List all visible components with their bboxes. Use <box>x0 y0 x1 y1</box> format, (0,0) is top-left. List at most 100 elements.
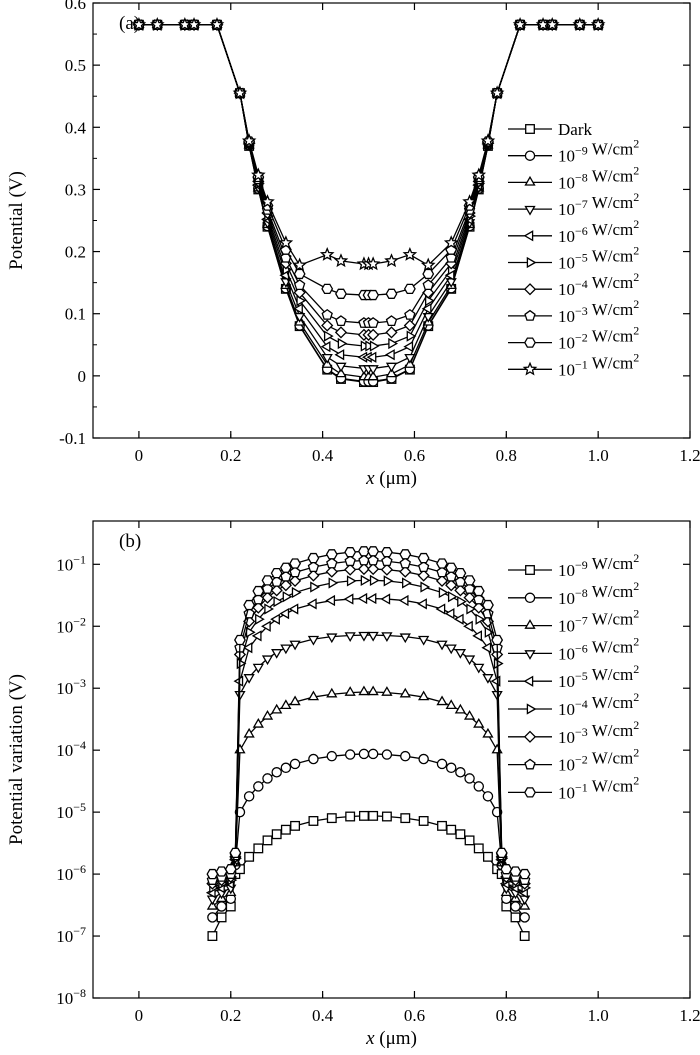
x-axis-title: x (μm) <box>365 1028 417 1049</box>
data-point <box>509 866 522 877</box>
data-point <box>334 326 348 339</box>
x-tick-label: 0 <box>135 1006 144 1025</box>
data-point <box>402 577 412 589</box>
series-line <box>212 579 525 889</box>
data-point <box>418 635 430 646</box>
data-point <box>307 569 320 582</box>
data-point <box>438 586 449 599</box>
data-point <box>399 565 412 578</box>
data-point <box>344 555 356 567</box>
data-point <box>307 561 320 572</box>
data-point <box>345 811 356 822</box>
data-point <box>294 312 306 323</box>
data-point <box>398 594 409 607</box>
data-point <box>279 579 292 592</box>
legend-label: 10−5 W/cm2 <box>558 244 639 273</box>
data-point <box>344 563 357 576</box>
data-point <box>455 829 466 840</box>
series-8 <box>206 546 531 880</box>
data-point <box>381 749 393 760</box>
data-point <box>344 632 356 642</box>
series-0 <box>207 810 530 941</box>
data-point <box>323 330 334 342</box>
data-point <box>360 574 371 587</box>
x-tick-label: 1.0 <box>588 446 609 465</box>
data-point <box>334 349 345 361</box>
legend-marker <box>524 150 536 161</box>
data-point <box>224 864 237 875</box>
data-point <box>365 340 376 352</box>
data-point <box>343 593 354 605</box>
y-tick-label: 0 <box>78 367 87 386</box>
data-point <box>437 820 447 831</box>
data-point <box>291 586 302 599</box>
data-point <box>436 640 448 651</box>
data-point <box>251 167 266 182</box>
legend-label: Dark <box>558 120 592 139</box>
legend-marker <box>524 592 536 604</box>
data-point <box>270 613 280 625</box>
data-point <box>358 554 370 566</box>
data-point <box>358 685 370 696</box>
legend-marker <box>524 619 536 629</box>
x-tick-label: 0.2 <box>220 1006 241 1025</box>
data-point <box>380 563 394 576</box>
x-tick-label: 0.8 <box>496 446 517 465</box>
y-tick-label: 0.1 <box>65 305 86 324</box>
data-point <box>420 581 431 593</box>
x-tick-label: 0 <box>135 446 144 465</box>
data-point <box>544 17 560 31</box>
panel-label: (b) <box>119 531 141 552</box>
data-point <box>131 17 147 31</box>
data-point <box>328 577 339 589</box>
data-point <box>445 251 457 263</box>
y-tick-label: 0.4 <box>65 118 87 137</box>
data-point <box>206 868 219 880</box>
legend-label: 10−3 W/cm2 <box>558 718 639 747</box>
data-point <box>366 592 377 605</box>
legend-label: 10−1 W/cm2 <box>558 350 639 379</box>
y-tick-label: 10−4 <box>56 738 86 760</box>
data-point <box>241 133 257 148</box>
x-tick-label: 0.6 <box>404 1006 425 1025</box>
data-point <box>519 931 530 941</box>
data-point <box>243 791 255 802</box>
data-point <box>233 634 246 646</box>
data-point <box>484 626 495 638</box>
data-point <box>445 699 457 710</box>
data-point <box>402 246 418 261</box>
data-point <box>385 315 398 327</box>
data-point <box>381 555 393 567</box>
data-point <box>482 727 494 738</box>
data-point <box>367 562 380 576</box>
data-point <box>344 686 356 696</box>
data-point <box>264 603 275 615</box>
data-point <box>454 703 467 714</box>
x-tick-label: 0.4 <box>312 1006 334 1025</box>
data-point <box>335 362 347 373</box>
y-tick-label: -0.1 <box>59 429 86 448</box>
data-point <box>261 591 274 604</box>
data-point <box>253 843 264 854</box>
data-point <box>321 319 334 332</box>
data-point <box>445 644 457 655</box>
data-point <box>457 595 467 608</box>
y-tick-label: 10−5 <box>56 800 86 822</box>
data-point <box>510 912 521 923</box>
data-point <box>462 194 477 209</box>
data-point <box>381 632 393 642</box>
data-point <box>399 549 412 560</box>
data-point <box>325 594 336 607</box>
y-tick-label: 0.5 <box>65 56 86 75</box>
data-point <box>481 599 494 611</box>
data-point <box>404 353 416 364</box>
data-point <box>367 370 379 381</box>
data-point <box>307 690 320 701</box>
data-point <box>270 567 283 579</box>
data-point <box>279 562 292 573</box>
data-point <box>261 582 274 594</box>
series-3 <box>206 631 531 906</box>
y-tick-label: 0.3 <box>65 180 86 199</box>
data-point <box>251 630 262 642</box>
data-point <box>289 640 301 651</box>
